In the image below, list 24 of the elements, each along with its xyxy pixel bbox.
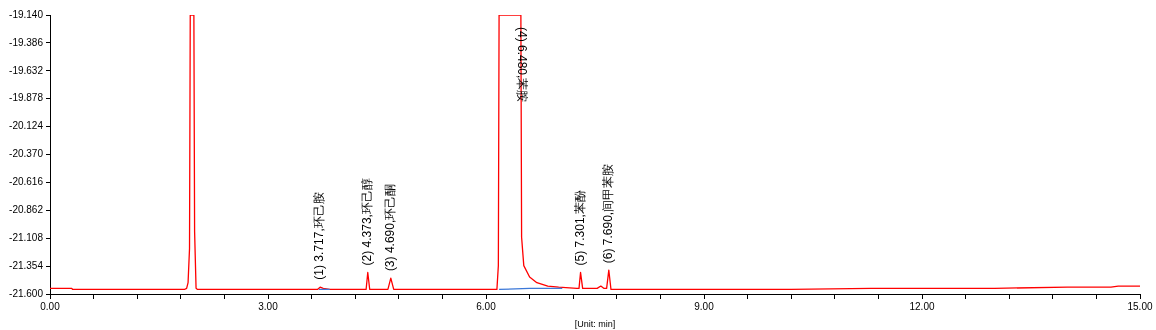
y-tick-label: -20.862 xyxy=(9,204,44,216)
x-tick-label: 0.00 xyxy=(40,300,61,312)
y-tick-label: -19.386 xyxy=(9,36,44,48)
y-tick-label: -19.878 xyxy=(9,92,44,104)
x-tick-label: 12.00 xyxy=(909,300,935,312)
x-axis-title: [Unit: min] xyxy=(574,319,616,330)
annotation: (4) 6.480,苯胺 xyxy=(514,27,529,103)
y-tick-label: -20.370 xyxy=(9,148,44,160)
x-tick-label: 9.00 xyxy=(694,300,715,312)
y-tick-label: -21.600 xyxy=(9,287,44,299)
annotation: (2) 4.373,环己醇 xyxy=(360,178,375,266)
annotation: (5) 7.301,苯酚 xyxy=(572,190,587,266)
y-tick-label: -21.108 xyxy=(9,231,44,243)
annotation: (3) 4.690,环己酮 xyxy=(383,183,398,272)
y-tick-label: -19.140 xyxy=(9,8,44,20)
y-tick-label: -20.616 xyxy=(9,176,44,188)
x-tick-label: 6.00 xyxy=(476,300,497,312)
y-tick-label: -19.632 xyxy=(9,64,44,76)
annotation: (6) 7.690,间甲苯胺 xyxy=(601,163,616,264)
annotation: (1) 3.717,环己胺 xyxy=(312,192,327,280)
y-tick-label: -21.354 xyxy=(9,259,44,271)
x-tick-label: 3.00 xyxy=(258,300,279,312)
x-tick-label: 15.00 xyxy=(1127,300,1153,312)
y-tick-label: -20.124 xyxy=(9,120,44,132)
